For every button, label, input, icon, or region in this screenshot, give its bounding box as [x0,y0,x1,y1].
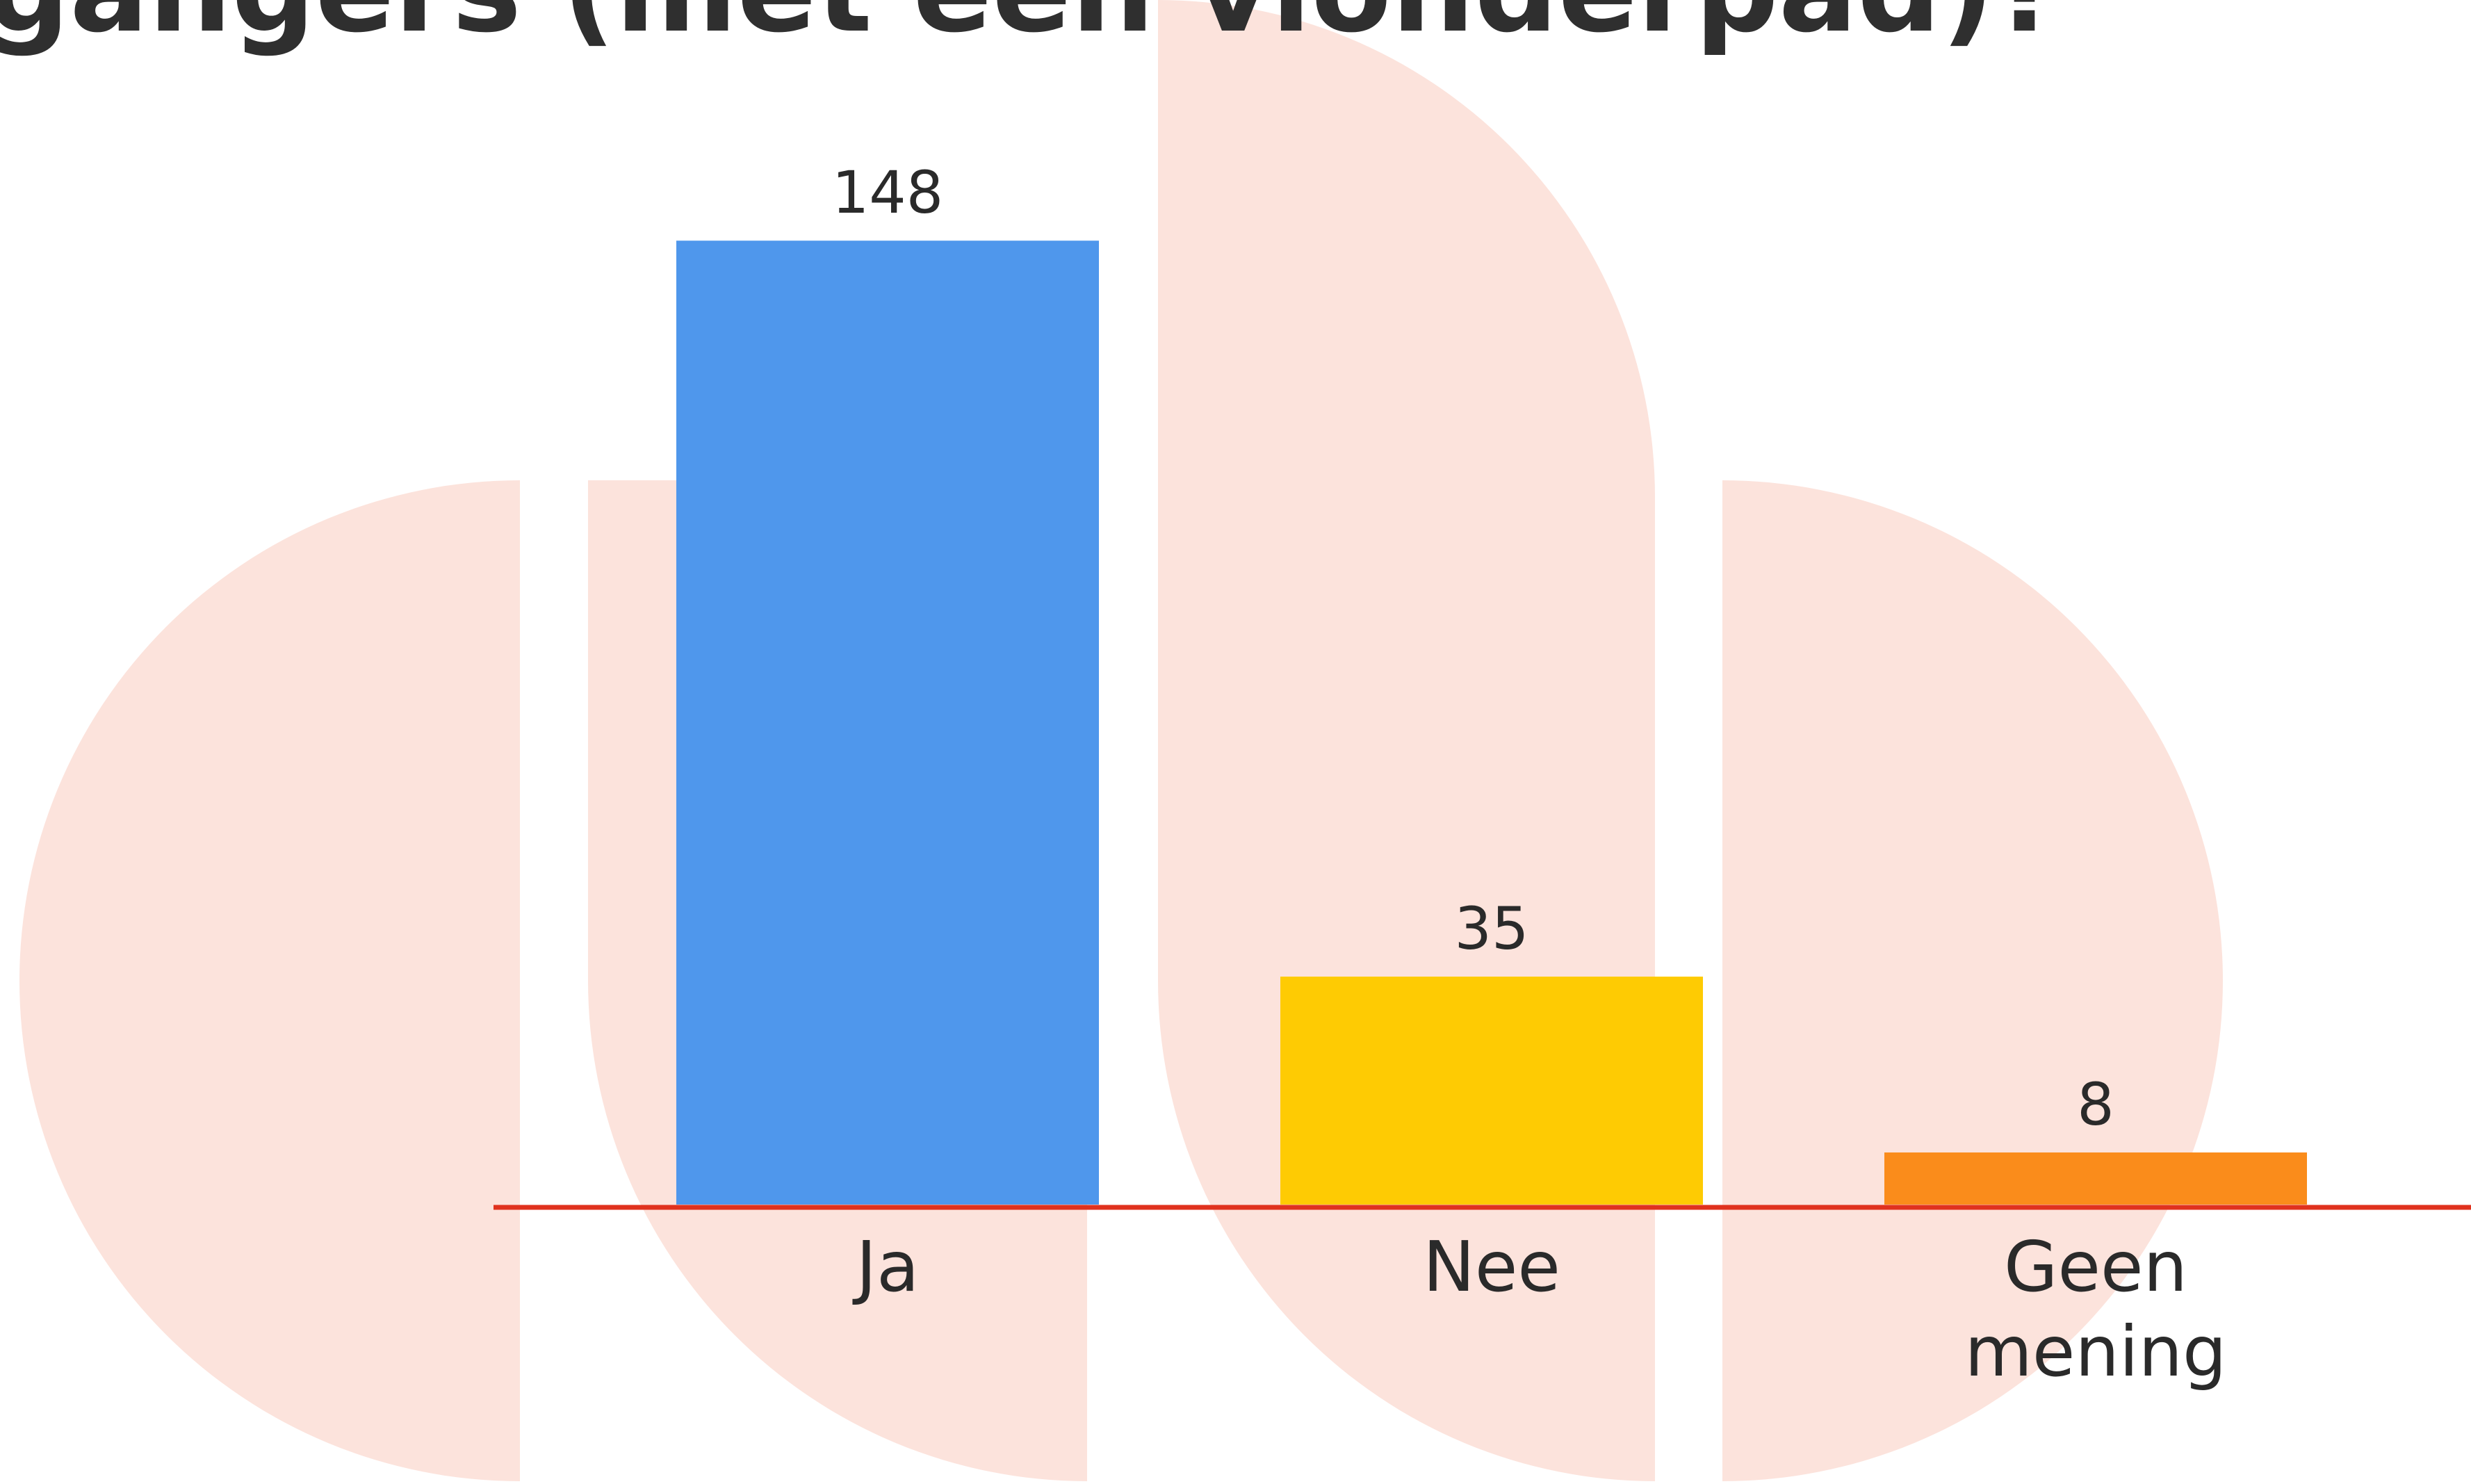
bar [676,240,1099,1205]
value-label: 8 [2077,1070,2114,1139]
chart-title: gangers (met een vlonderpad)? [0,0,2062,58]
bar [1280,977,1703,1205]
value-label: 35 [1454,895,1529,963]
background-shapes [19,0,2223,1481]
bg-shape [19,480,520,1481]
x-tick-label: Ja [856,1226,920,1307]
bars [676,240,2307,1205]
value-label: 148 [831,158,944,227]
x-tick-label: Nee [1423,1226,1560,1307]
bg-shape [1722,480,2223,1481]
bar [1884,1152,2307,1205]
x-tick-label: Geen mening [1964,1226,2227,1392]
